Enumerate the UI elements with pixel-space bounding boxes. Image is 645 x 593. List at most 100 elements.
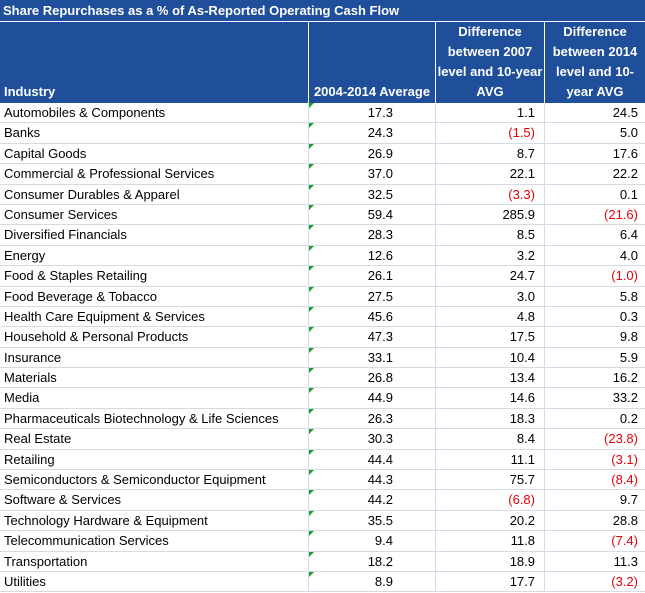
diff-2007-cell[interactable]: 8.4 — [436, 429, 545, 449]
diff-2014-cell[interactable]: 11.3 — [545, 552, 645, 571]
industry-cell[interactable]: Retailing — [0, 449, 309, 470]
diff-2014-cell[interactable]: 5.9 — [545, 348, 645, 367]
diff-2014-cell[interactable]: (8.4) — [545, 470, 645, 489]
diff-2014-cell[interactable]: (23.8) — [545, 429, 645, 448]
diff-2014-cell[interactable]: 16.2 — [545, 368, 645, 387]
average-cell[interactable]: 17.3 — [309, 103, 436, 123]
average-cell[interactable]: 24.3 — [309, 123, 436, 143]
diff-2007-cell[interactable]: 75.7 — [436, 470, 545, 490]
diff-2007-cell[interactable]: 1.1 — [436, 103, 545, 123]
average-cell[interactable]: 30.3 — [309, 429, 436, 449]
diff-2007-cell[interactable]: 285.9 — [436, 204, 545, 225]
average-cell[interactable]: 59.4 — [309, 204, 436, 225]
industry-cell[interactable]: Semiconductors & Semiconductor Equipment — [0, 470, 309, 490]
diff-2014-cell[interactable]: 0.1 — [545, 185, 645, 204]
column-header-diff-2007[interactable]: Difference between 2007 level and 10-yea… — [436, 22, 545, 103]
industry-cell[interactable]: Diversified Financials — [0, 225, 309, 245]
industry-cell[interactable]: Media — [0, 388, 309, 408]
average-cell[interactable]: 26.8 — [309, 368, 436, 388]
diff-2007-cell[interactable]: 3.2 — [436, 245, 545, 266]
industry-cell[interactable]: Automobiles & Components — [0, 103, 309, 123]
average-cell[interactable]: 37.0 — [309, 164, 436, 184]
average-cell[interactable]: 8.9 — [309, 571, 436, 592]
diff-2007-cell[interactable]: 18.3 — [436, 408, 545, 429]
industry-cell[interactable]: Energy — [0, 245, 309, 266]
diff-2007-cell[interactable]: 14.6 — [436, 388, 545, 408]
diff-2014-cell[interactable]: 24.5 — [545, 103, 645, 122]
diff-2007-cell[interactable]: 17.5 — [436, 327, 545, 347]
average-cell[interactable]: 26.9 — [309, 143, 436, 164]
diff-2014-cell[interactable]: (3.1) — [545, 450, 645, 469]
diff-2014-cell[interactable]: (3.2) — [545, 572, 645, 591]
industry-cell[interactable]: Health Care Equipment & Services — [0, 306, 309, 327]
diff-2014-cell[interactable]: 4.0 — [545, 246, 645, 265]
diff-2007-cell[interactable]: 13.4 — [436, 368, 545, 388]
diff-2014-cell[interactable]: 9.8 — [545, 327, 645, 346]
industry-cell[interactable]: Commercial & Professional Services — [0, 164, 309, 184]
industry-cell[interactable]: Food Beverage & Tobacco — [0, 286, 309, 306]
average-cell[interactable]: 35.5 — [309, 510, 436, 531]
average-cell[interactable]: 26.3 — [309, 408, 436, 429]
diff-2014-cell[interactable]: (21.6) — [545, 205, 645, 224]
diff-2014-cell[interactable]: 33.2 — [545, 388, 645, 407]
diff-2014-cell[interactable]: (1.0) — [545, 266, 645, 285]
average-cell[interactable]: 33.1 — [309, 347, 436, 368]
average-cell[interactable]: 45.6 — [309, 306, 436, 327]
diff-2007-cell[interactable]: (1.5) — [436, 123, 545, 143]
industry-cell[interactable]: Food & Staples Retailing — [0, 266, 309, 286]
diff-2007-cell[interactable]: 22.1 — [436, 164, 545, 184]
column-header-average[interactable]: 2004-2014 Average — [309, 22, 436, 103]
diff-2014-cell[interactable]: 17.6 — [545, 144, 645, 163]
diff-2007-cell[interactable]: 11.8 — [436, 531, 545, 551]
average-cell[interactable]: 32.5 — [309, 184, 436, 204]
diff-2014-cell[interactable]: 5.8 — [545, 287, 645, 306]
average-cell[interactable]: 44.9 — [309, 388, 436, 408]
diff-2014-cell[interactable]: 22.2 — [545, 164, 645, 183]
industry-cell[interactable]: Consumer Services — [0, 204, 309, 225]
industry-cell[interactable]: Materials — [0, 368, 309, 388]
average-cell[interactable]: 18.2 — [309, 551, 436, 571]
diff-2007-cell[interactable]: (6.8) — [436, 490, 545, 510]
industry-cell[interactable]: Software & Services — [0, 490, 309, 510]
diff-2007-cell[interactable]: 11.1 — [436, 449, 545, 470]
average-cell[interactable]: 9.4 — [309, 531, 436, 551]
industry-cell[interactable]: Utilities — [0, 571, 309, 592]
industry-cell[interactable]: Banks — [0, 123, 309, 143]
diff-2007-cell[interactable]: 24.7 — [436, 266, 545, 286]
column-header-diff-2014[interactable]: Difference between 2014 level and 10-yea… — [545, 22, 645, 103]
diff-2007-cell[interactable]: 17.7 — [436, 571, 545, 592]
diff-2014-cell[interactable]: 0.2 — [545, 409, 645, 428]
diff-2014-cell[interactable]: 6.4 — [545, 225, 645, 244]
diff-2014-cell[interactable]: 5.0 — [545, 123, 645, 142]
diff-2007-cell[interactable]: 3.0 — [436, 286, 545, 306]
industry-cell[interactable]: Technology Hardware & Equipment — [0, 510, 309, 531]
column-header-industry[interactable]: Industry — [0, 22, 309, 103]
diff-2007-cell[interactable]: 4.8 — [436, 306, 545, 327]
average-cell[interactable]: 47.3 — [309, 327, 436, 347]
diff-2014-cell[interactable]: (7.4) — [545, 531, 645, 550]
diff-2007-cell[interactable]: 18.9 — [436, 551, 545, 571]
diff-2014-cell[interactable]: 0.3 — [545, 307, 645, 326]
diff-2007-cell[interactable]: 20.2 — [436, 510, 545, 531]
average-cell[interactable]: 27.5 — [309, 286, 436, 306]
diff-2007-cell[interactable]: 10.4 — [436, 347, 545, 368]
diff-2007-cell[interactable]: 8.7 — [436, 143, 545, 164]
industry-cell[interactable]: Real Estate — [0, 429, 309, 449]
diff-2007-cell[interactable]: (3.3) — [436, 184, 545, 204]
average-cell[interactable]: 12.6 — [309, 245, 436, 266]
diff-2014-cell[interactable]: 9.7 — [545, 490, 645, 509]
average-cell[interactable]: 26.1 — [309, 266, 436, 286]
industry-cell[interactable]: Insurance — [0, 347, 309, 368]
average-cell[interactable]: 44.4 — [309, 449, 436, 470]
industry-cell[interactable]: Capital Goods — [0, 143, 309, 164]
diff-2014-cell[interactable]: 28.8 — [545, 511, 645, 530]
diff-2007-cell[interactable]: 8.5 — [436, 225, 545, 245]
industry-cell[interactable]: Transportation — [0, 551, 309, 571]
industry-cell[interactable]: Telecommunication Services — [0, 531, 309, 551]
industry-cell[interactable]: Household & Personal Products — [0, 327, 309, 347]
average-cell[interactable]: 28.3 — [309, 225, 436, 245]
industry-cell[interactable]: Consumer Durables & Apparel — [0, 184, 309, 204]
average-cell[interactable]: 44.2 — [309, 490, 436, 510]
average-cell[interactable]: 44.3 — [309, 470, 436, 490]
industry-cell[interactable]: Pharmaceuticals Biotechnology & Life Sci… — [0, 408, 309, 429]
